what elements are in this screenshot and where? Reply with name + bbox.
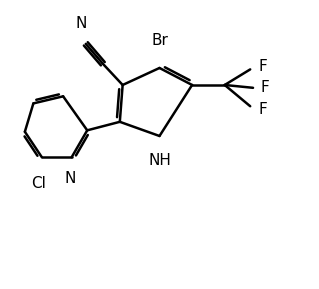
Text: Br: Br xyxy=(151,33,168,48)
Text: F: F xyxy=(261,80,270,95)
Text: F: F xyxy=(259,59,267,74)
Text: N: N xyxy=(64,171,76,186)
Text: Cl: Cl xyxy=(32,176,47,191)
Text: N: N xyxy=(76,16,87,31)
Text: F: F xyxy=(259,101,267,116)
Text: NH: NH xyxy=(148,153,171,168)
